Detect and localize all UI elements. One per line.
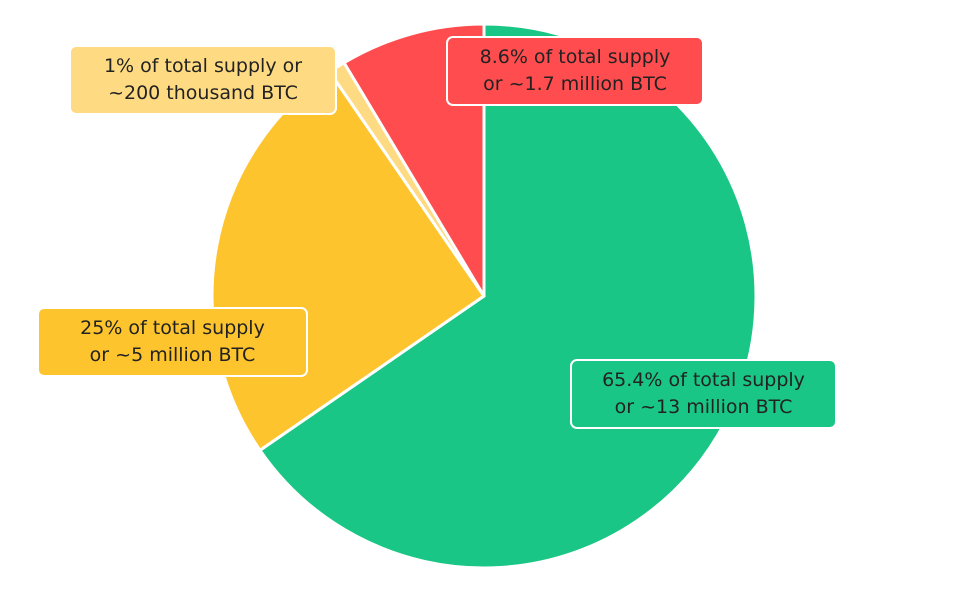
label-line: ~200 thousand BTC <box>108 82 298 104</box>
label-slice-0: 65.4% of total supply or ~13 million BTC <box>570 359 837 429</box>
label-slice-3: 8.6% of total supply or ~1.7 million BTC <box>446 36 704 106</box>
label-line: 65.4% of total supply <box>602 369 805 391</box>
label-slice-2: 1% of total supply or ~200 thousand BTC <box>69 45 337 115</box>
label-line: or ~1.7 million BTC <box>483 73 667 95</box>
label-slice-1: 25% of total supply or ~5 million BTC <box>37 307 308 377</box>
label-line: 25% of total supply <box>80 317 265 339</box>
label-line: or ~5 million BTC <box>89 344 256 366</box>
label-line: or ~13 million BTC <box>614 396 793 418</box>
label-line: 1% of total supply or <box>103 55 303 77</box>
label-line: 8.6% of total supply <box>479 46 671 68</box>
